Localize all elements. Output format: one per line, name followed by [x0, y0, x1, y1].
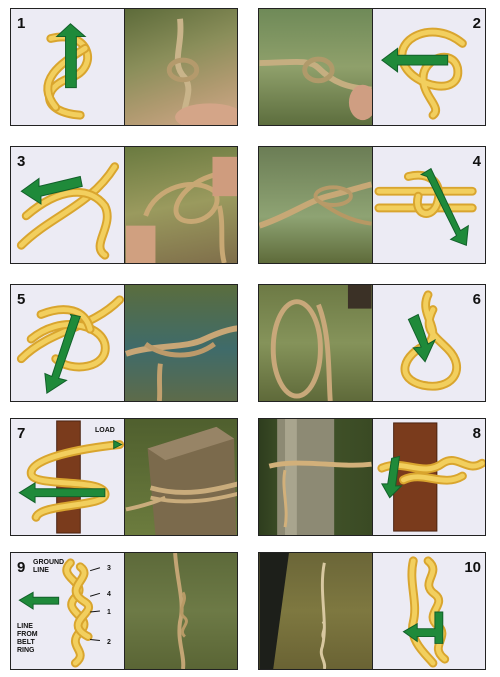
arrow-icon	[18, 482, 106, 504]
knot-diagram: 1	[11, 9, 125, 125]
photo-rope-icon	[125, 156, 237, 263]
knot-diagram: 7 LOAD	[11, 419, 125, 535]
knot-photo	[125, 9, 237, 125]
arrow-icon	[20, 175, 83, 205]
knot-photo	[259, 9, 373, 125]
photo-rope-icon	[166, 18, 237, 125]
step-number: 3	[17, 153, 26, 170]
step-number: 10	[464, 559, 481, 576]
knot-diagram: 3	[11, 147, 125, 263]
photo-rope-icon	[268, 419, 372, 535]
arrow-icon	[55, 23, 87, 89]
photo-rope-icon	[125, 325, 237, 401]
rope-diagram-icon	[402, 556, 450, 668]
step-number: 8	[472, 425, 481, 442]
knot-diagram: 6	[373, 285, 485, 401]
arrow-icon	[381, 47, 449, 73]
step-number: 9	[17, 559, 26, 576]
belt-ring-label: LINE FROM BELT RING	[17, 623, 38, 654]
knot-diagram: 2	[373, 9, 485, 125]
rope-diagram-icon	[16, 162, 120, 260]
panel-8: 8	[258, 418, 486, 536]
photo-rope-icon	[270, 285, 372, 401]
photo-rope-icon	[125, 426, 237, 535]
rope-diagram-icon	[381, 27, 467, 120]
load-label: LOAD	[95, 427, 115, 434]
step-number: 4	[472, 153, 481, 170]
photo-rope-icon	[259, 181, 372, 229]
step-number: 5	[17, 291, 26, 308]
knot-diagram: 8	[373, 419, 485, 535]
arrow-icon	[407, 313, 436, 363]
mark-1: 1	[107, 609, 111, 616]
rope-diagram-icon	[400, 290, 462, 391]
rope-diagram-icon	[18, 558, 101, 668]
photo-rope-icon	[173, 553, 188, 669]
rope-diagram-icon	[18, 420, 124, 534]
knot-photo	[259, 553, 373, 669]
ground-line-label: GROUND LINE	[33, 559, 65, 574]
knot-diagram: 4	[373, 147, 485, 263]
panel-4: 4	[258, 146, 486, 264]
photo-rope-icon	[259, 553, 327, 669]
arrow-icon	[18, 591, 60, 610]
knot-photo	[125, 553, 237, 669]
knot-photo	[259, 419, 373, 535]
step-number: 2	[472, 15, 481, 32]
panel-1: 1	[10, 8, 238, 126]
knot-photo	[259, 147, 373, 263]
rope-diagram-icon	[377, 422, 485, 532]
mark-4: 4	[107, 591, 111, 598]
panel-5: 5	[10, 284, 238, 402]
panel-6: 6	[258, 284, 486, 402]
rope-diagram-icon	[374, 167, 477, 246]
panel-2: 2	[258, 8, 486, 126]
arrow-icon	[44, 313, 81, 394]
knot-photo	[125, 419, 237, 535]
panel-3: 3	[10, 146, 238, 264]
arrow-icon	[402, 611, 444, 644]
step-number: 6	[472, 291, 481, 308]
arrow-icon	[113, 439, 123, 450]
rope-diagram-icon	[43, 23, 92, 120]
mark-2: 2	[107, 639, 111, 646]
post-icon	[56, 420, 81, 534]
knot-diagram: 5	[11, 285, 125, 401]
knot-photo	[125, 147, 237, 263]
step-number: 1	[17, 15, 26, 32]
knot-diagram: 9 GROUND LINE LINE FROM BELT RING 3 4 1 …	[11, 553, 125, 669]
panel-10: 10	[258, 552, 486, 670]
arrow-icon	[419, 167, 469, 246]
rope-diagram-icon	[16, 295, 124, 394]
step-number: 7	[17, 425, 26, 442]
knot-diagram: 10	[373, 553, 485, 669]
photo-rope-icon	[259, 56, 372, 121]
knot-photo	[259, 285, 373, 401]
mark-3: 3	[107, 565, 111, 572]
arrow-icon	[380, 455, 403, 499]
knot-photo	[125, 285, 237, 401]
panel-9: 9 GROUND LINE LINE FROM BELT RING 3 4 1 …	[10, 552, 238, 670]
panel-7: 7 LOAD	[10, 418, 238, 536]
